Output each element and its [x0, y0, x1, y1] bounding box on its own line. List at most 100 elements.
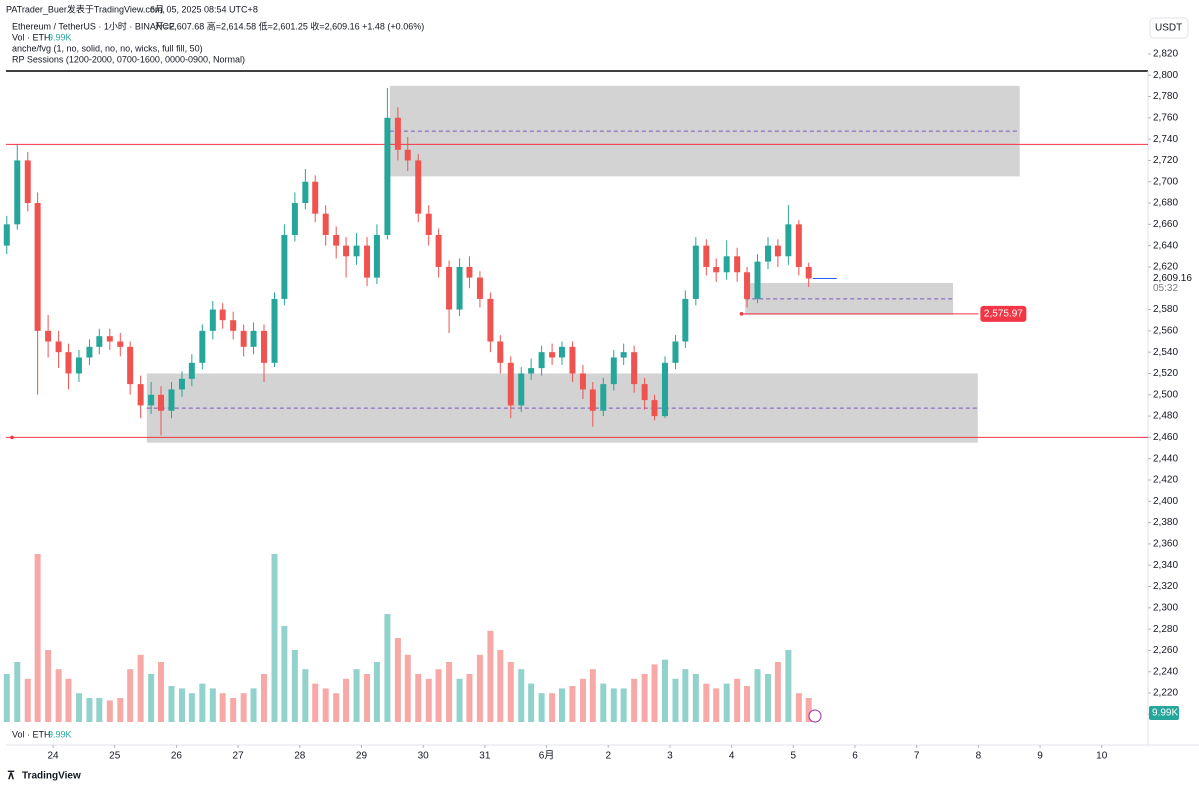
volume-bar [168, 686, 175, 722]
volume-bar [312, 683, 319, 722]
candle-body [487, 298, 494, 342]
y-tick-label: 2,800 [1153, 70, 1178, 81]
y-tick-label: 2,280 [1153, 624, 1178, 635]
vol-value: 9.99K [48, 729, 72, 739]
candle-body [250, 330, 257, 347]
candle-body [435, 234, 442, 267]
volume-bar [302, 669, 309, 722]
candle-body [518, 373, 525, 406]
y-tick-label: 2,240 [1153, 666, 1178, 677]
candle-body [209, 309, 216, 331]
volume-bar [65, 678, 72, 722]
candle-body [754, 261, 761, 299]
level-label: 2,575.97 [984, 308, 1023, 319]
volume-bar [55, 669, 62, 722]
volume-bar [219, 693, 226, 722]
candle-body [558, 346, 565, 358]
y-tick-label: 2,480 [1153, 411, 1178, 422]
candle-body [404, 149, 411, 161]
volume-bar [425, 678, 432, 722]
volume-bar [661, 659, 668, 722]
candle-body [106, 336, 113, 342]
candle-body [631, 352, 638, 385]
volume-bar [199, 683, 206, 722]
candle-body [230, 320, 237, 331]
volume-bar [476, 654, 483, 722]
publisher: PATrader_Buer发表于TradingView.com, [6, 3, 165, 14]
x-tick-label: 5 [791, 751, 797, 762]
candle-body [3, 224, 10, 246]
y-tick-label: 2,700 [1153, 176, 1178, 187]
candle-body [692, 245, 699, 299]
volume-bar [271, 554, 278, 722]
volume-bar [96, 698, 103, 722]
candle-body [620, 352, 627, 358]
volume-bar [261, 674, 268, 722]
y-tick-label: 2,320 [1153, 581, 1178, 592]
volume-bar [188, 693, 195, 722]
candle-body [384, 117, 391, 235]
volume-bar [230, 698, 237, 722]
level-dot [739, 312, 744, 316]
volume-bar [117, 698, 124, 722]
ohlc: 开=2,607.68 高=2,614.58 低=2,601.25 收=2,609… [155, 20, 424, 31]
candle-body [127, 346, 134, 385]
volume-bar [435, 669, 442, 722]
volume-bar [384, 614, 391, 722]
volume-bar [86, 698, 93, 722]
candle-body [661, 362, 668, 417]
volume-bar [364, 674, 371, 722]
x-tick-label: 7 [914, 751, 920, 762]
volume-bar [45, 650, 52, 722]
volume-bar [600, 683, 607, 722]
y-tick-label: 2,640 [1153, 240, 1178, 251]
volume-tag-label: 9.99K [1152, 708, 1178, 719]
y-tick-label: 2,380 [1153, 517, 1178, 528]
y-tick-label: 2,620 [1153, 262, 1178, 273]
candle-body [117, 341, 124, 347]
candle-body [96, 336, 103, 347]
y-tick-label: 2,340 [1153, 560, 1178, 571]
volume-bar [723, 683, 730, 722]
y-tick-label: 2,580 [1153, 304, 1178, 315]
volume-bar [178, 688, 185, 722]
x-tick-label: 31 [479, 751, 491, 762]
volume-bar [446, 662, 453, 722]
zone [389, 85, 1020, 177]
volume-bar [569, 686, 576, 722]
currency-box[interactable] [1149, 17, 1189, 39]
volume-bar [641, 674, 648, 722]
x-tick-label: 4 [729, 751, 735, 762]
vol-name: Vol · ETH [12, 729, 51, 739]
volume-bar [672, 678, 679, 722]
volume-bar [610, 688, 617, 722]
x-tick-label: 10 [1096, 751, 1108, 762]
volume-bar [497, 650, 504, 722]
volume-bar [3, 674, 10, 722]
timestamp: 6月 05, 2025 08:54 UTC+8 [150, 4, 258, 14]
volume-bar [322, 688, 329, 722]
y-tick-label: 2,420 [1153, 475, 1178, 486]
level-tag [980, 305, 1027, 322]
volume-bar [785, 650, 792, 722]
candle-body [188, 362, 195, 379]
brand-logo: ⊼ [7, 770, 15, 782]
candle-body [774, 245, 781, 257]
candle-body [343, 245, 350, 257]
volume-bar [333, 693, 340, 722]
candle-body [744, 272, 751, 299]
volume-bar [528, 683, 535, 722]
y-tick-label: 2,460 [1153, 432, 1178, 443]
volume-bar [250, 688, 257, 722]
candle-body [158, 394, 165, 411]
volume-bar [538, 693, 545, 722]
candle-body [723, 256, 730, 273]
volume-bar [631, 678, 638, 722]
volume-bar [713, 688, 720, 722]
symbol: Ethereum / TetherUS · 1小时 · BINANCE [12, 20, 175, 31]
x-tick-label: 3 [667, 751, 673, 762]
candle-body [805, 266, 812, 279]
currency[interactable]: USDT [1155, 23, 1182, 34]
vol-name: Vol · ETH [12, 32, 51, 42]
